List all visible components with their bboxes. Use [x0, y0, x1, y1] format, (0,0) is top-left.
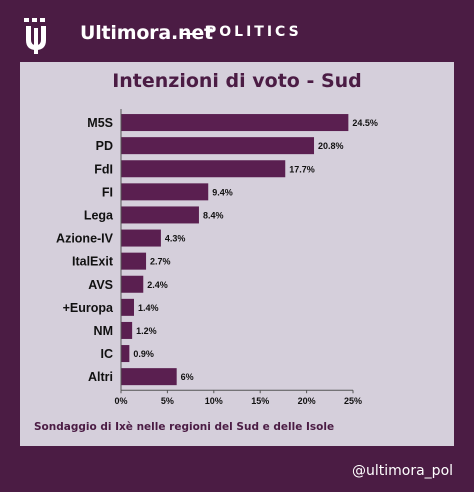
bar-3 — [121, 183, 209, 201]
x-tick-label-5: 25% — [344, 396, 362, 406]
x-tick-label-3: 15% — [251, 396, 269, 406]
x-tick-label-2: 10% — [205, 396, 223, 406]
category-label-11: Altri — [88, 370, 113, 384]
x-tick-label-0: 0% — [114, 396, 127, 406]
bar-1 — [121, 137, 315, 155]
category-label-6: ItalExit — [72, 255, 114, 269]
chart-title: Intenzioni di voto - Sud — [112, 70, 362, 92]
category-label-10: IC — [101, 347, 114, 361]
social-handle: @ultimora_pol — [352, 463, 454, 479]
ultimora-logo-icon — [24, 18, 46, 54]
value-label-0: 24.5% — [352, 118, 378, 128]
category-label-5: Azione-IV — [56, 232, 114, 246]
value-label-2: 17.7% — [289, 164, 315, 174]
value-label-10: 0.9% — [133, 349, 154, 359]
x-tick-label-1: 5% — [161, 396, 174, 406]
chart-panel: Intenzioni di voto - Sud M5S 24.5% PD 20.8%… — [20, 62, 454, 446]
value-label-8: 1.4% — [138, 303, 159, 313]
value-label-7: 2.4% — [147, 280, 168, 290]
bar-2 — [121, 160, 286, 178]
footnote: Sondaggio di Ixè nelle regioni del Sud e… — [34, 421, 335, 433]
category-label-0: M5S — [87, 116, 113, 130]
bar-11 — [121, 368, 177, 386]
bar-4 — [121, 206, 199, 224]
bar-7 — [121, 275, 144, 293]
bar-6 — [121, 252, 147, 270]
bar-5 — [121, 229, 161, 247]
category-label-1: PD — [96, 139, 113, 153]
value-label-5: 4.3% — [165, 234, 186, 244]
bar-8 — [121, 298, 134, 316]
category-label-9: NM — [94, 324, 113, 338]
category-label-3: FI — [102, 185, 113, 199]
category-label-8: +Europa — [63, 301, 114, 315]
value-label-4: 8.4% — [203, 210, 224, 220]
x-tick-label-4: 20% — [298, 396, 316, 406]
category-label-2: FdI — [94, 162, 113, 176]
header: Ultimora.net POLITICS — [0, 0, 474, 64]
value-label-3: 9.4% — [212, 187, 233, 197]
category-label-4: Lega — [84, 208, 114, 222]
bar-9 — [121, 321, 133, 339]
section-label: POLITICS — [206, 24, 302, 40]
brand-name: Ultimora.net — [80, 22, 213, 44]
bar-0 — [121, 114, 349, 132]
category-label-7: AVS — [88, 278, 113, 292]
header-divider — [182, 33, 200, 35]
value-label-9: 1.2% — [136, 326, 157, 336]
value-label-6: 2.7% — [150, 257, 171, 267]
value-label-1: 20.8% — [318, 141, 344, 151]
bar-10 — [121, 345, 130, 363]
bar-chart: M5S 24.5% PD 20.8% FdI 17.7% FI 9.4% Lega 8.4% Azi… — [56, 109, 378, 406]
value-label-11: 6% — [181, 372, 194, 382]
